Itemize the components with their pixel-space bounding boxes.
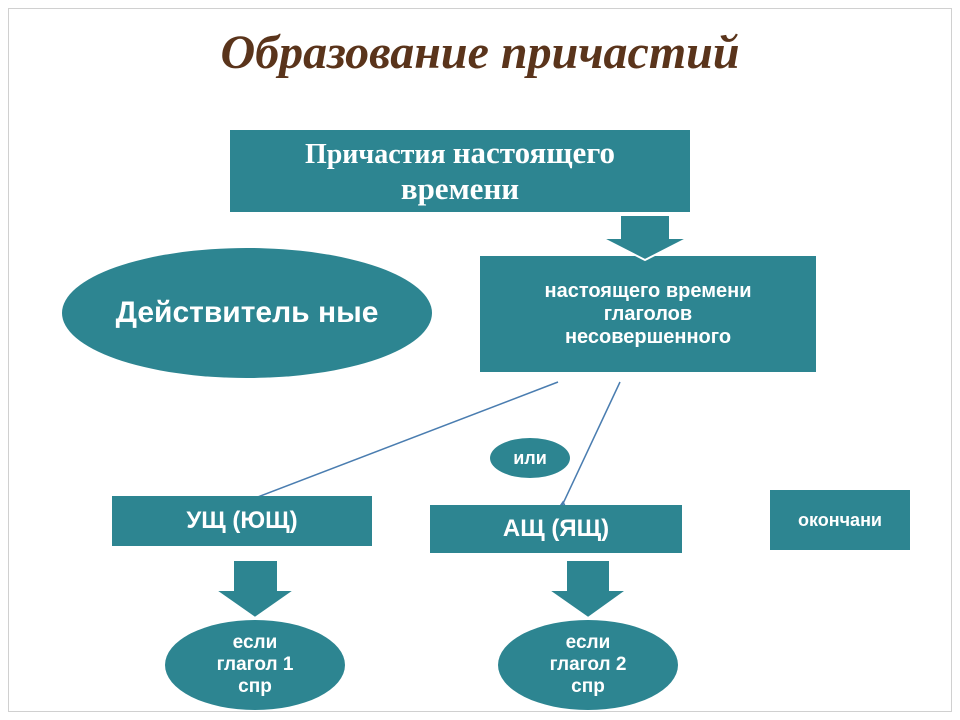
line-to-ash [560,382,620,510]
spr1-ellipse: если глагол 1 спр [165,620,345,710]
basis-box: настоящего времени глаголов несовершенно… [480,256,816,372]
page-title: Образование причастий [0,28,960,78]
okon-box: окончани [770,490,910,550]
subtitle-box: Причастия настоящего времени [230,130,690,212]
ash-box: АЩ (ЯЩ) [430,505,682,553]
ush-box: УЩ (ЮЩ) [112,496,372,546]
ili-ellipse: или [490,438,570,478]
spr2-ellipse: если глагол 2 спр [498,620,678,710]
actual-ellipse: Действитель ные [62,248,432,378]
